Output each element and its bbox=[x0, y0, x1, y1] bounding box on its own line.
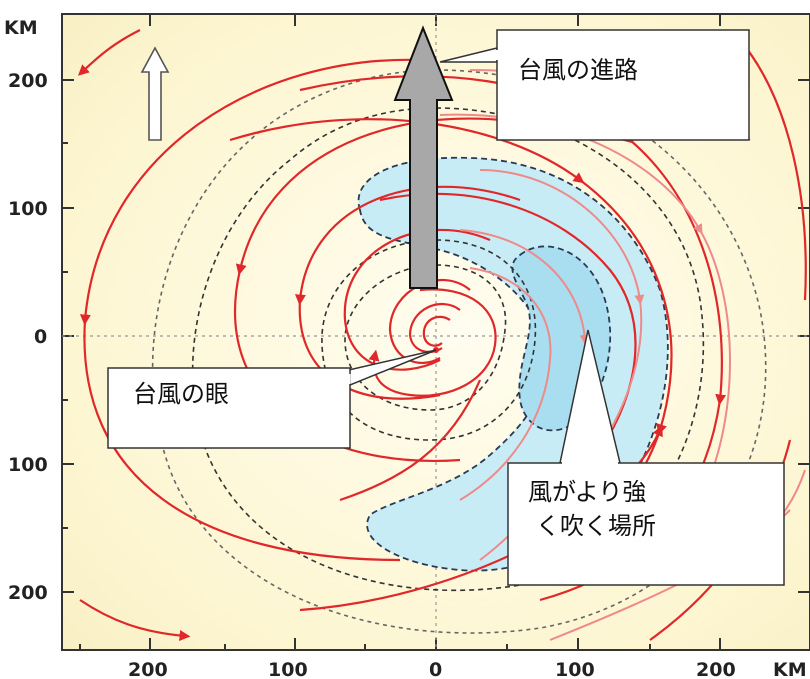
streamline-core-1 bbox=[388, 278, 471, 365]
frame-ticks bbox=[62, 14, 810, 650]
x-tick-label: 200 bbox=[696, 659, 736, 679]
streamline-core-3 bbox=[422, 315, 451, 347]
streamline-outer-left bbox=[79, 58, 421, 562]
y-axis-unit-label: KM bbox=[4, 17, 38, 39]
y-tick-label: 0 bbox=[34, 326, 47, 348]
y-tick-label: 200 bbox=[8, 582, 48, 604]
streamline-inner-loop bbox=[368, 288, 497, 397]
streamline-far-right bbox=[739, 39, 807, 301]
callout-track: 台風の進路 bbox=[439, 29, 750, 141]
y-tick-label: 100 bbox=[8, 454, 48, 476]
x-tick-label: 100 bbox=[555, 659, 595, 679]
streamline-lower-mid bbox=[339, 379, 482, 502]
callout-eye: 台風の眼 bbox=[107, 349, 437, 449]
y-tick-label: 200 bbox=[8, 70, 48, 92]
callout-strong-wind-line2: く吹く場所 bbox=[536, 512, 656, 540]
callout-eye-label: 台風の眼 bbox=[133, 380, 229, 408]
callout-strong-wind-line1: 風がより強 bbox=[528, 478, 646, 506]
x-axis-unit-label: KM bbox=[773, 659, 807, 679]
callout-track-label: 台風の進路 bbox=[518, 56, 638, 84]
north-direction-icon bbox=[140, 46, 170, 141]
x-tick-label: 0 bbox=[429, 659, 442, 679]
x-tick-label: 200 bbox=[128, 659, 168, 679]
y-tick-label: 100 bbox=[8, 198, 48, 220]
x-tick-label: 100 bbox=[268, 659, 308, 679]
callout-strong-wind: 風がより強 く吹く場所 bbox=[507, 329, 785, 586]
streamline-bottom-b bbox=[79, 599, 191, 641]
typhoon-track-arrow bbox=[393, 25, 454, 289]
streamline-outer-left-b bbox=[77, 29, 141, 76]
